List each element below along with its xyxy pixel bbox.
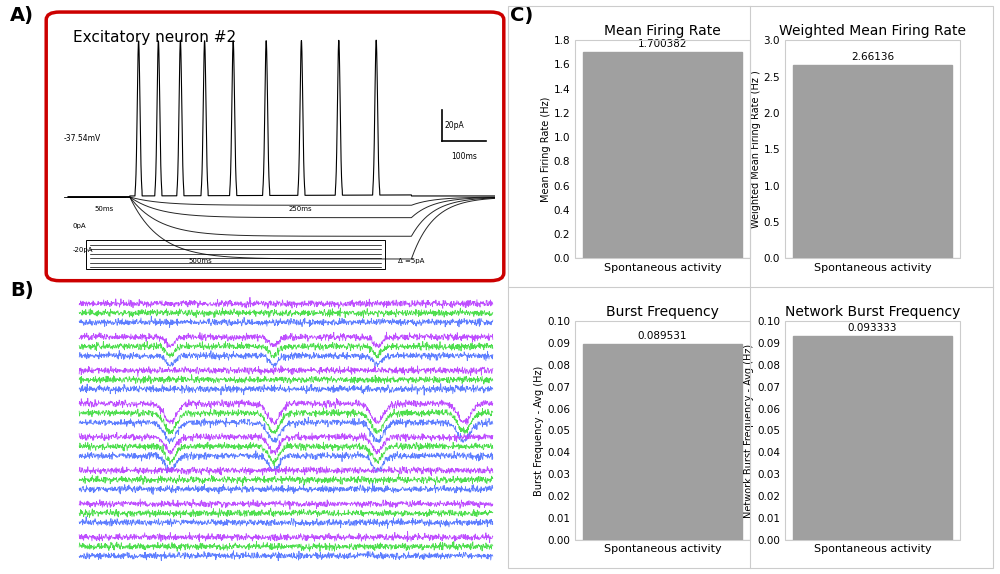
Text: 2.66136: 2.66136 (851, 52, 894, 61)
Text: A): A) (10, 6, 34, 25)
Text: 57: 57 (59, 342, 72, 351)
Bar (575, 40, 750, 258)
Title: Mean Firing Rate: Mean Firing Rate (604, 24, 721, 38)
Text: 58: 58 (59, 409, 72, 417)
Text: 63: 63 (59, 509, 72, 518)
Y-axis label: Burst Frequency - Avg (Hz): Burst Frequency - Avg (Hz) (534, 366, 544, 495)
Text: 20pA: 20pA (444, 121, 464, 130)
Y-axis label: Network Burst Frequency - Avg (Hz): Network Burst Frequency - Avg (Hz) (744, 343, 754, 518)
Text: 0pA: 0pA (73, 223, 86, 230)
Text: -20pA: -20pA (73, 247, 93, 253)
Y-axis label: Weighted Mean Firing Rate (Hz ): Weighted Mean Firing Rate (Hz ) (751, 71, 761, 228)
Bar (785, 40, 960, 258)
Text: C): C) (510, 6, 533, 25)
Y-axis label: Mean Firing Rate (Hz): Mean Firing Rate (Hz) (541, 96, 551, 202)
Bar (583, 344, 742, 540)
Text: Excitatory neuron #2: Excitatory neuron #2 (73, 30, 236, 45)
Bar (86, 241, 385, 269)
Text: -37.54mV: -37.54mV (64, 134, 101, 143)
Text: 1.700382: 1.700382 (638, 39, 687, 49)
Text: 0.093333: 0.093333 (848, 323, 897, 333)
Text: B): B) (10, 281, 34, 300)
Text: 250ms: 250ms (288, 206, 312, 212)
Text: 51: 51 (59, 542, 72, 551)
Text: 60: 60 (59, 375, 72, 384)
Text: 100ms: 100ms (451, 152, 477, 161)
Bar (793, 65, 952, 258)
Text: 500ms: 500ms (188, 258, 212, 263)
Text: 48: 48 (59, 442, 72, 451)
Title: Burst Frequency: Burst Frequency (606, 305, 719, 319)
Title: Network Burst Frequency: Network Burst Frequency (785, 305, 960, 319)
Text: 55: 55 (59, 308, 72, 317)
Title: Weighted Mean Firing Rate: Weighted Mean Firing Rate (779, 24, 966, 38)
Text: 50ms: 50ms (95, 206, 114, 212)
FancyBboxPatch shape (46, 12, 504, 281)
Text: 0.089531: 0.089531 (638, 331, 687, 341)
Text: Δ =5pA: Δ =5pA (398, 258, 425, 263)
Text: 50: 50 (59, 475, 72, 484)
